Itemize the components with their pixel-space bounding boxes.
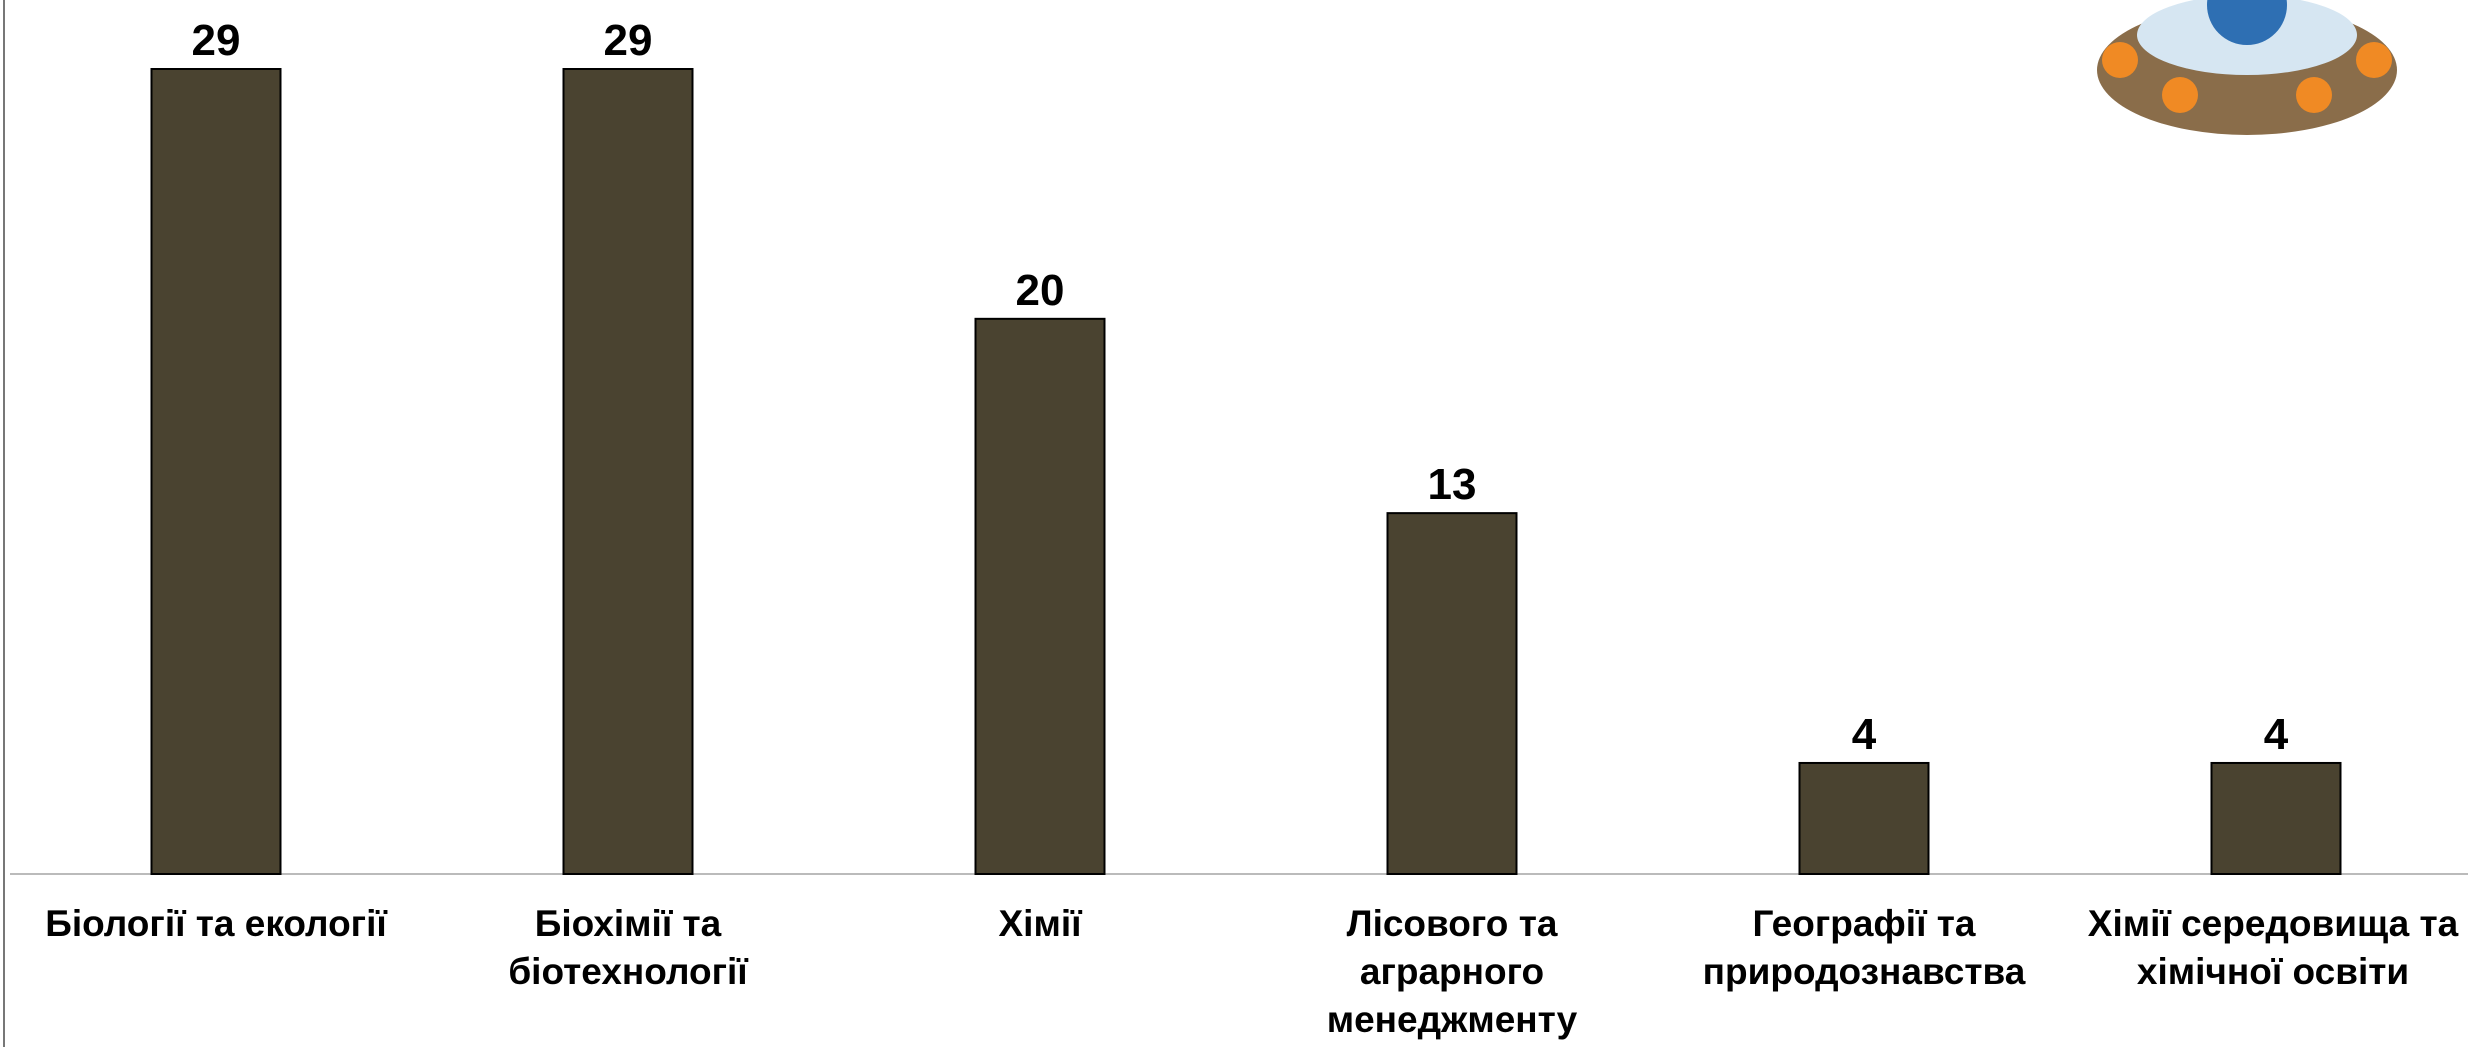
bar xyxy=(1386,512,1518,875)
value-label: 13 xyxy=(1428,460,1477,509)
x-tick-label: Біології та екології xyxy=(45,903,387,944)
value-label: 29 xyxy=(192,16,241,65)
x-tick-label: Хімії середовища та хімічної освіти xyxy=(2087,903,2459,992)
x-tick-label: Біохімії та біотехнології xyxy=(508,903,748,992)
value-label: 4 xyxy=(2264,710,2289,759)
value-label: 29 xyxy=(604,16,653,65)
bar xyxy=(974,317,1106,875)
decorative-image xyxy=(2097,0,2397,135)
bar xyxy=(150,68,282,875)
value-label: 20 xyxy=(1016,266,1065,315)
bar xyxy=(2210,761,2342,875)
x-tick-label: Географії та природознавства xyxy=(1702,903,2026,992)
bar xyxy=(1798,761,1930,875)
bar xyxy=(562,68,694,875)
x-tick-label: Хімії xyxy=(998,903,1082,944)
x-tick-label: Лісового та аграрного менеджменту xyxy=(1326,903,1578,1040)
value-label: 4 xyxy=(1852,710,1877,759)
